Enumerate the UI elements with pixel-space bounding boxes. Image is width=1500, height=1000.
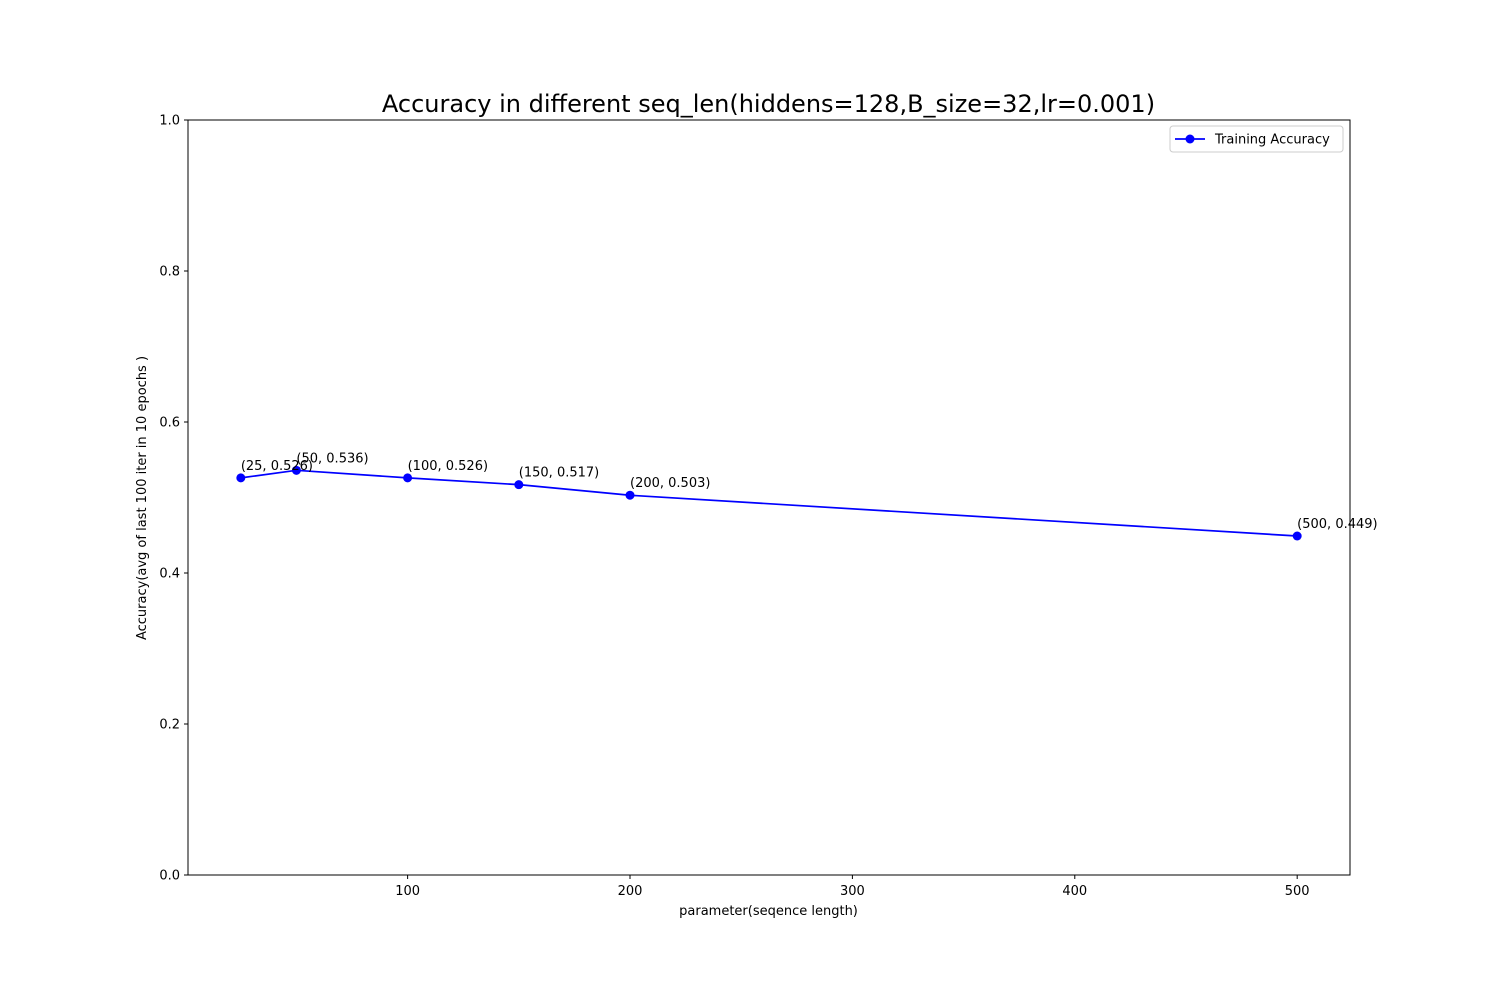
data-point bbox=[403, 473, 413, 483]
x-tick-label: 100 bbox=[395, 884, 420, 899]
data-label: (100, 0.526) bbox=[408, 459, 488, 474]
data-label: (50, 0.536) bbox=[296, 451, 368, 466]
legend-box bbox=[1169, 125, 1344, 153]
x-axis-label: parameter(seqence length) bbox=[679, 904, 858, 919]
y-tick-label: 1.0 bbox=[159, 114, 180, 129]
legend-marker-swatch bbox=[1185, 134, 1195, 144]
data-point bbox=[625, 490, 635, 500]
data-label: (150, 0.517) bbox=[519, 466, 599, 481]
y-tick-label: 0.8 bbox=[159, 265, 180, 280]
data-point bbox=[236, 473, 246, 483]
data-point bbox=[1292, 531, 1302, 541]
series-line-training-accuracy bbox=[240, 469, 1298, 537]
data-point bbox=[514, 480, 524, 490]
legend-label-training-accuracy: Training Accuracy bbox=[1214, 133, 1330, 148]
y-tick-label: 0.2 bbox=[159, 718, 180, 733]
axes-frame bbox=[187, 119, 1351, 876]
legend: Training Accuracy bbox=[1169, 125, 1344, 153]
y-tick-label: 0.4 bbox=[159, 567, 180, 582]
x-tick-label: 400 bbox=[1062, 884, 1087, 899]
x-tick-label: 200 bbox=[618, 884, 643, 899]
data-label: (500, 0.449) bbox=[1297, 517, 1377, 532]
y-axis-label: Accuracy(avg of last 100 iter in 10 epoc… bbox=[135, 356, 150, 640]
data-label: (25, 0.526) bbox=[241, 459, 313, 474]
plot-area: 100 200 300 400 500 0.0 0.2 0.4 0.6 0.8 1.0 (25, 0.… bbox=[159, 114, 1377, 900]
y-tick-label: 0.6 bbox=[159, 416, 180, 431]
chart-title: Accuracy in different seq_len(hiddens=12… bbox=[382, 90, 1155, 118]
data-label: (200, 0.503) bbox=[630, 476, 710, 491]
data-point bbox=[291, 465, 301, 475]
x-tick-label: 500 bbox=[1285, 884, 1310, 899]
x-tick-label: 300 bbox=[840, 884, 865, 899]
y-tick-label: 0.0 bbox=[159, 869, 180, 884]
